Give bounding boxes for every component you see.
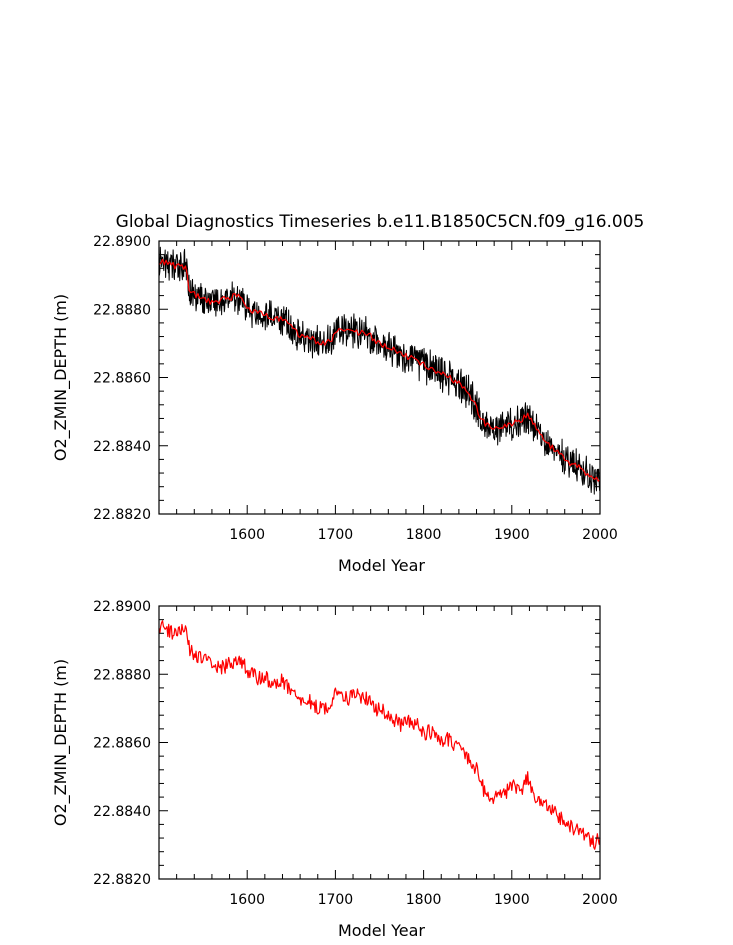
series-line-1: [158, 258, 601, 482]
y-axis-title: O2_ZMIN_DEPTH (m): [51, 659, 71, 826]
y-tick-label: 22.8840: [93, 439, 151, 455]
x-tick-label: 2000: [582, 892, 618, 908]
bottom-chart-panel: 1600 1700 1800 1900 2000 22.8820 22.8840 22.886…: [51, 599, 618, 940]
x-tick-label: 2000: [582, 527, 618, 543]
x-tick-label: 1700: [318, 527, 354, 543]
top-chart-panel: 1600 1700 1800 1900 2000 22.8820 22.8840 22.886…: [51, 234, 618, 575]
y-tick-label: 22.8840: [93, 804, 151, 820]
x-axis-title: Model Year: [338, 921, 425, 940]
y-tick-label: 22.8860: [93, 371, 151, 387]
y-tick-label: 22.8880: [93, 302, 151, 318]
series-line-0: [158, 620, 601, 850]
y-axis-title: O2_ZMIN_DEPTH (m): [51, 294, 71, 461]
x-axis-title: Model Year: [338, 556, 425, 575]
x-tick-label: 1800: [406, 892, 442, 908]
series-line-0: [158, 246, 601, 495]
y-tick-label: 22.8900: [93, 234, 151, 250]
x-tick-label: 1800: [406, 527, 442, 543]
x-tick-label: 1600: [229, 527, 265, 543]
x-tick-label: 1900: [494, 527, 530, 543]
chart-title: Global Diagnostics Timeseries b.e11.B185…: [116, 212, 645, 232]
y-tick-label: 22.8860: [93, 736, 151, 752]
y-tick-label: 22.8900: [93, 599, 151, 615]
x-tick-label: 1600: [229, 892, 265, 908]
plot-frame: [158, 605, 601, 880]
x-tick-label: 1700: [318, 892, 354, 908]
x-tick-label: 1900: [494, 892, 530, 908]
y-tick-label: 22.8820: [93, 872, 151, 888]
y-tick-label: 22.8880: [93, 667, 151, 683]
y-tick-label: 22.8820: [93, 507, 151, 523]
plot-frame: [158, 240, 601, 515]
